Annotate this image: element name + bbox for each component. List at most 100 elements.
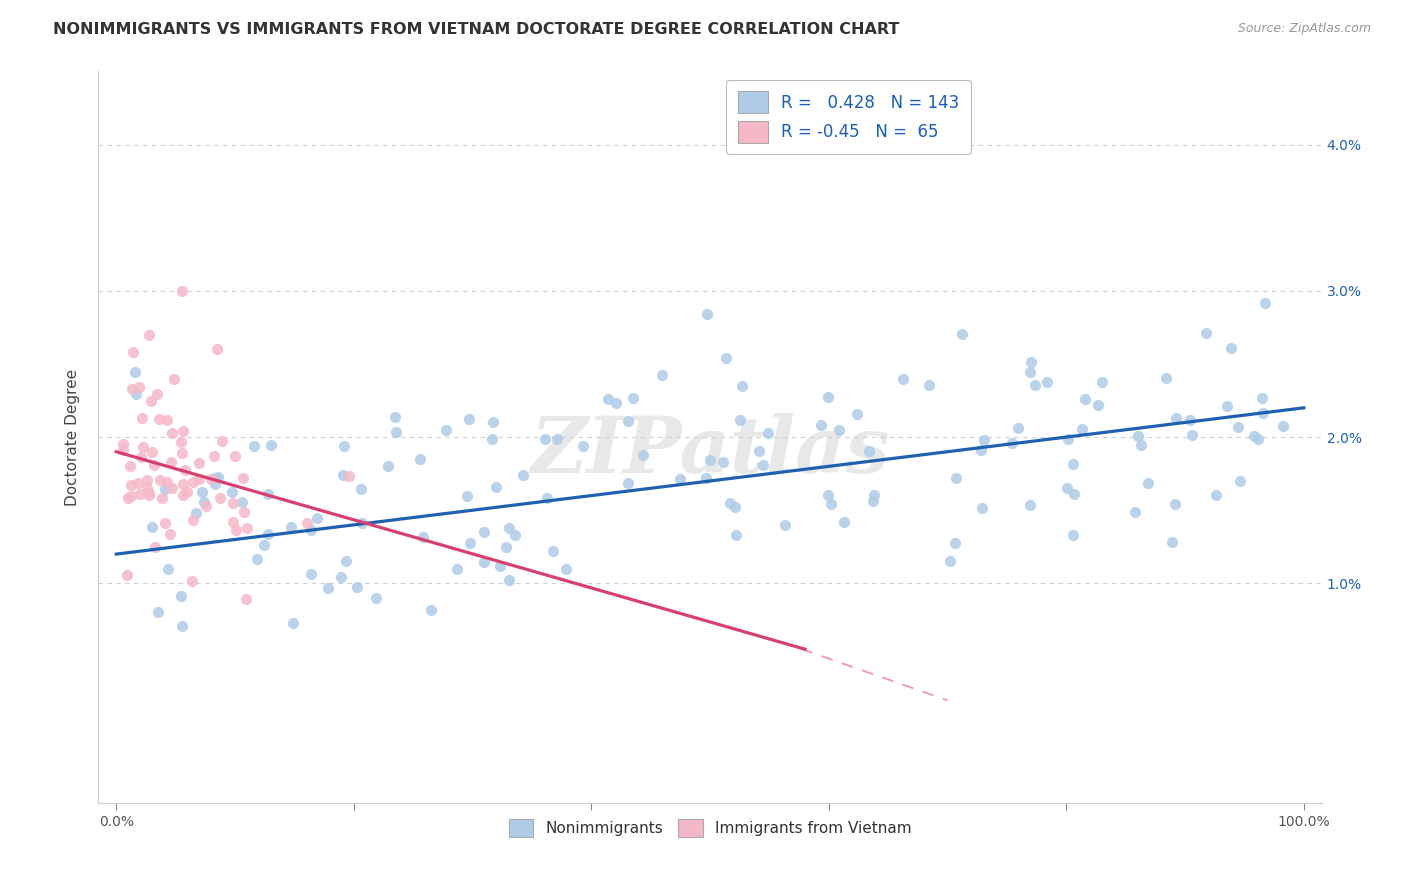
- Point: [598, 392, 620, 406]
- Point: [121, 345, 143, 359]
- Point: [1154, 371, 1177, 385]
- Point: [1007, 421, 1029, 435]
- Point: [141, 393, 163, 408]
- Point: [127, 475, 149, 490]
- Point: [124, 365, 146, 379]
- Point: [457, 412, 479, 426]
- Point: [135, 481, 157, 495]
- Point: [458, 536, 481, 550]
- Point: [485, 480, 508, 494]
- Point: [366, 591, 388, 605]
- Text: ZIPatlas: ZIPatlas: [530, 414, 890, 490]
- Point: [1056, 481, 1078, 495]
- Point: [221, 484, 243, 499]
- Point: [377, 459, 399, 474]
- Point: [222, 515, 245, 529]
- Point: [711, 455, 734, 469]
- Point: [481, 415, 503, 429]
- Point: [669, 471, 692, 485]
- Point: [143, 458, 166, 472]
- Point: [945, 471, 967, 485]
- Point: [820, 497, 842, 511]
- Point: [1062, 528, 1084, 542]
- Point: [141, 445, 163, 459]
- Point: [194, 499, 217, 513]
- Point: [1247, 432, 1270, 446]
- Point: [651, 368, 673, 382]
- Point: [474, 525, 496, 540]
- Text: Source: ZipAtlas.com: Source: ZipAtlas.com: [1237, 22, 1371, 36]
- Point: [157, 562, 180, 576]
- Point: [1063, 487, 1085, 501]
- Point: [246, 551, 269, 566]
- Point: [281, 615, 304, 630]
- Point: [631, 448, 654, 462]
- Point: [696, 307, 718, 321]
- Point: [184, 506, 207, 520]
- Point: [333, 439, 356, 453]
- Point: [162, 481, 184, 495]
- Point: [233, 505, 256, 519]
- Point: [695, 471, 717, 485]
- Point: [1205, 487, 1227, 501]
- Point: [1035, 375, 1057, 389]
- Point: [131, 410, 153, 425]
- Point: [536, 491, 558, 506]
- Point: [208, 491, 231, 506]
- Point: [1251, 406, 1274, 420]
- Point: [170, 589, 193, 603]
- Point: [337, 469, 360, 483]
- Point: [138, 488, 160, 502]
- Point: [1271, 419, 1294, 434]
- Point: [170, 446, 193, 460]
- Point: [153, 482, 176, 496]
- Point: [1254, 296, 1277, 310]
- Point: [204, 470, 226, 484]
- Point: [617, 414, 640, 428]
- Point: [232, 470, 254, 484]
- Point: [748, 444, 770, 458]
- Point: [125, 387, 148, 401]
- Point: [1024, 378, 1046, 392]
- Y-axis label: Doctorate Degree: Doctorate Degree: [65, 368, 80, 506]
- Point: [1087, 398, 1109, 412]
- Point: [1062, 457, 1084, 471]
- Point: [172, 477, 194, 491]
- Point: [280, 520, 302, 534]
- Point: [1178, 413, 1201, 427]
- Point: [891, 372, 914, 386]
- Point: [129, 487, 152, 501]
- Point: [146, 605, 169, 619]
- Point: [621, 391, 644, 405]
- Point: [305, 511, 328, 525]
- Point: [111, 443, 134, 458]
- Point: [193, 495, 215, 509]
- Point: [498, 521, 520, 535]
- Point: [1019, 498, 1042, 512]
- Point: [231, 495, 253, 509]
- Point: [163, 372, 186, 386]
- Point: [118, 458, 141, 473]
- Point: [534, 433, 557, 447]
- Point: [973, 434, 995, 448]
- Point: [489, 558, 512, 573]
- Point: [555, 562, 578, 576]
- Point: [211, 434, 233, 448]
- Point: [863, 487, 886, 501]
- Point: [224, 449, 246, 463]
- Point: [200, 472, 222, 486]
- Point: [172, 488, 194, 502]
- Point: [191, 485, 214, 500]
- Point: [202, 450, 225, 464]
- Point: [176, 485, 198, 500]
- Point: [299, 566, 322, 581]
- Point: [503, 527, 526, 541]
- Point: [862, 493, 884, 508]
- Point: [1071, 422, 1094, 436]
- Point: [1057, 433, 1080, 447]
- Point: [120, 489, 142, 503]
- Point: [1130, 438, 1153, 452]
- Point: [728, 413, 751, 427]
- Point: [1091, 375, 1114, 389]
- Point: [260, 438, 283, 452]
